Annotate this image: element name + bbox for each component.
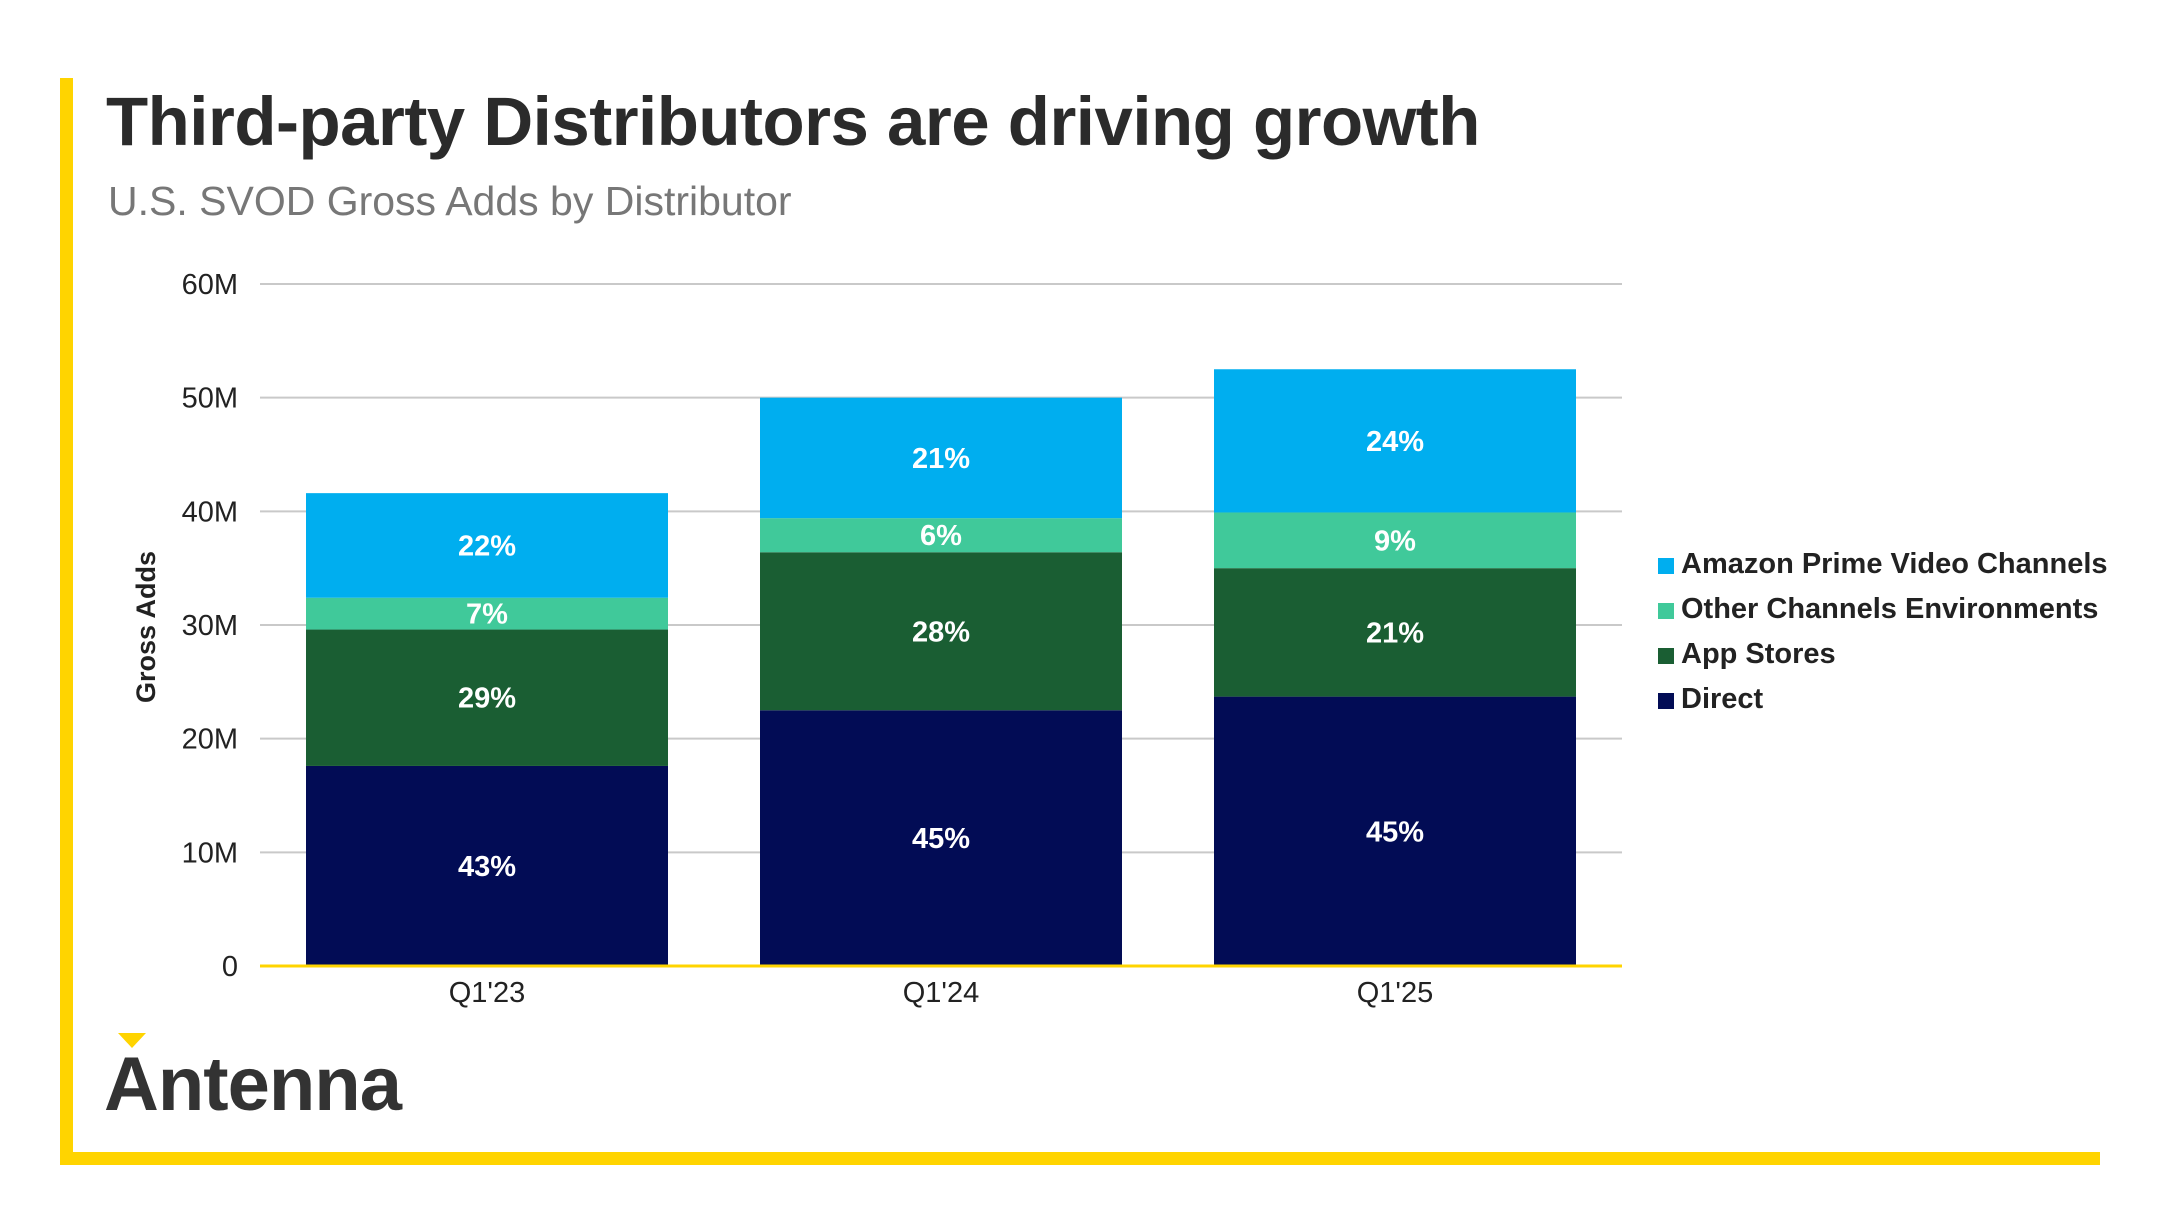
- data-label: 45%: [1366, 816, 1424, 848]
- frame-left-accent: [60, 78, 73, 1163]
- data-label: 43%: [458, 851, 516, 883]
- y-tick-label: 0: [222, 951, 238, 983]
- bar-segment: [306, 597, 668, 630]
- page-title: Third-party Distributors are driving gro…: [106, 83, 1480, 160]
- data-label: 21%: [1366, 617, 1424, 649]
- bar-segment: [1214, 696, 1576, 966]
- y-axis-label: Gross Adds: [131, 551, 161, 703]
- bar-segment: [760, 710, 1122, 966]
- legend-swatch: [1658, 558, 1674, 574]
- x-tick-label: Q1'23: [449, 977, 525, 1009]
- bar-segment: [760, 518, 1122, 553]
- legend-label: Direct: [1681, 683, 1764, 715]
- legend-swatch: [1658, 693, 1674, 709]
- legend-label: Amazon Prime Video Channels: [1681, 548, 2108, 580]
- x-tick-label: Q1'24: [903, 977, 979, 1009]
- bar-segment: [306, 765, 668, 966]
- page-subtitle: U.S. SVOD Gross Adds by Distributor: [108, 178, 792, 224]
- bar-segment: [760, 552, 1122, 711]
- bar-segment: [1214, 369, 1576, 513]
- data-label: 45%: [912, 823, 970, 855]
- y-tick-label: 40M: [182, 496, 238, 528]
- bar-segment: [306, 493, 668, 598]
- y-tick-label: 30M: [182, 610, 238, 642]
- frame-bottom-accent: [60, 1152, 2100, 1165]
- legend-label: Other Channels Environments: [1681, 593, 2098, 625]
- legend-swatch: [1658, 603, 1674, 619]
- y-tick-label: 20M: [182, 724, 238, 756]
- bar-segment: [760, 397, 1122, 519]
- y-tick-label: 10M: [182, 837, 238, 869]
- data-label: 24%: [1366, 426, 1424, 458]
- data-label: 9%: [1374, 525, 1416, 557]
- y-tick-label: 50M: [182, 383, 238, 415]
- legend-label: App Stores: [1681, 638, 1836, 670]
- data-label: 28%: [912, 616, 970, 648]
- logo-triangle-icon: [118, 1033, 146, 1048]
- data-label: 7%: [466, 599, 508, 631]
- legend-swatch: [1658, 648, 1674, 664]
- bar-segment: [306, 629, 668, 766]
- bar-segment: [1214, 512, 1576, 569]
- bar-segment: [1214, 568, 1576, 697]
- y-tick-label: 60M: [182, 269, 238, 301]
- logo-text: Antenna: [104, 1042, 402, 1127]
- data-label: 22%: [458, 530, 516, 562]
- data-label: 29%: [458, 683, 516, 715]
- data-label: 6%: [920, 520, 962, 552]
- data-label: 21%: [912, 443, 970, 475]
- x-tick-label: Q1'25: [1357, 977, 1433, 1009]
